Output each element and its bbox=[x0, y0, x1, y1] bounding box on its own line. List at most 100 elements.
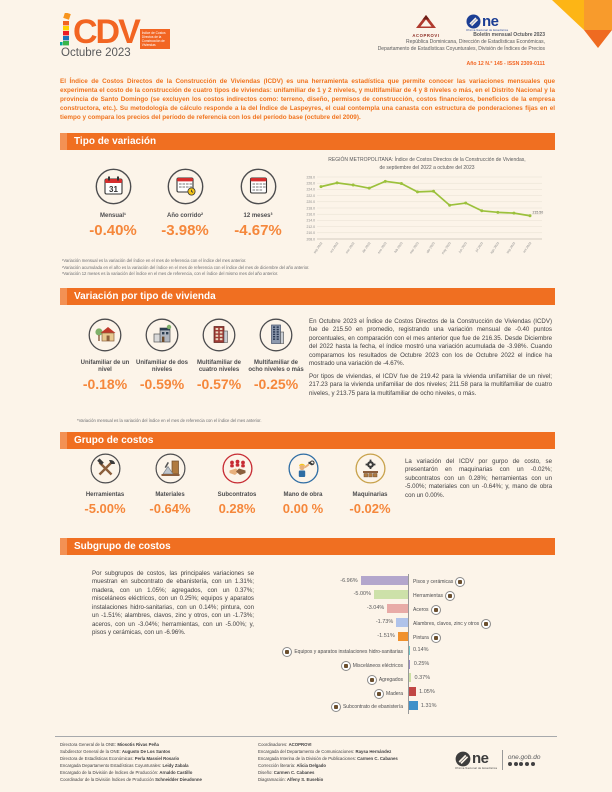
bar-category-text: Herramientas bbox=[413, 593, 444, 600]
credit-name: Perla Massiel Rosario bbox=[134, 755, 180, 761]
bar-category-label: Agregados bbox=[366, 674, 403, 685]
one-logo-text: ne bbox=[482, 13, 499, 30]
bar-category-label: Misceláneos eléctricos bbox=[340, 660, 403, 671]
svg-text:ene 2023: ene 2023 bbox=[377, 241, 388, 254]
svg-text:oct 2022: oct 2022 bbox=[329, 241, 339, 253]
footer-logo-divider bbox=[502, 750, 503, 770]
svg-text:sep 2023: sep 2023 bbox=[505, 241, 516, 254]
stat-subcontratos: Subcontratos 0.28% bbox=[206, 453, 268, 516]
credit-line: Directora General de la ONE: Miosotis Ri… bbox=[60, 742, 255, 749]
section-bar-cap bbox=[60, 538, 67, 555]
icdv-logo: CDV Índice de Costos Directos de la Cons… bbox=[60, 13, 170, 49]
stat-multifamiliar-4: Multifamiliar de cuatro niveles -0.57% bbox=[191, 318, 247, 392]
svg-text:may 2023: may 2023 bbox=[441, 241, 452, 255]
svg-text:mar 2023: mar 2023 bbox=[409, 241, 420, 255]
herramientas-icon bbox=[445, 591, 456, 602]
stat-mano-de-obra: Mano de obra 0.00 % bbox=[272, 453, 334, 516]
icdv-logo-caption: Índice de Costos Directos de la Construc… bbox=[139, 29, 170, 49]
footer-credits-left: Directora General de la ONE: Miosotis Ri… bbox=[60, 742, 255, 784]
svg-text:212.0: 212.0 bbox=[307, 225, 316, 229]
credit-line: Diseño: Carmen C. Cabanes bbox=[258, 770, 433, 777]
stat-label: Año corrido² bbox=[167, 213, 203, 219]
subgrupo-bar-chart: -6.96% Pisos y cerámicas -5.00% Herramienta… bbox=[282, 572, 563, 717]
section-bar-cap bbox=[60, 288, 67, 305]
stat-maquinarias: Maquinarias -0.02% bbox=[339, 453, 401, 516]
footer-divider bbox=[55, 736, 557, 737]
linkedin-icon bbox=[530, 762, 535, 767]
calendar-12m-icon bbox=[240, 168, 276, 205]
svg-text:feb 2023: feb 2023 bbox=[393, 241, 404, 254]
bar-category-text: Madera bbox=[386, 690, 403, 697]
bar-category-label: Subcontrato de ebanistería bbox=[330, 702, 403, 713]
stat-label: Unifamiliar de dos niveles bbox=[135, 360, 188, 374]
pintura-icon bbox=[430, 632, 441, 643]
agregados-icon bbox=[366, 674, 377, 685]
svg-text:nov 2022: nov 2022 bbox=[345, 241, 356, 254]
bar-segment bbox=[408, 645, 410, 655]
youtube-icon bbox=[524, 762, 530, 767]
stat-value: -0.57% bbox=[196, 376, 242, 393]
stat-value: -0.18% bbox=[82, 376, 128, 393]
line-chart-title: REGIÓN METROPOLITANA: Índice de Costos D… bbox=[328, 157, 526, 163]
bar-category-text: Equipos y aparatos instalaciones hidro-s… bbox=[294, 648, 403, 655]
bar-value-label: 1.31% bbox=[420, 702, 437, 709]
instagram-icon bbox=[519, 762, 524, 767]
bar-value-label: 1.05% bbox=[419, 688, 435, 695]
credit-line: Subdirector General de la ONE: Augusto D… bbox=[60, 749, 255, 756]
credit-role: Directora General de la ONE: bbox=[60, 742, 118, 747]
bar-segment bbox=[396, 617, 408, 627]
credit-name: Schneidder Dieudonne bbox=[155, 776, 202, 782]
stat-unifamiliar-2: Unifamiliar de dos niveles -0.59% bbox=[134, 318, 190, 392]
stat-12-meses: 12 meses³ -4.67% bbox=[225, 168, 291, 239]
building-eight-levels-icon bbox=[259, 318, 293, 352]
svg-text:216.0: 216.0 bbox=[307, 213, 316, 217]
svg-text:226.0: 226.0 bbox=[307, 182, 316, 186]
bar-category-label: Alambres, clavos, zinc y otros bbox=[413, 619, 492, 630]
section-bar-cap bbox=[60, 432, 67, 449]
section-grupo-title: Grupo de costos bbox=[74, 435, 154, 446]
stat-value: -4.67% bbox=[234, 222, 282, 240]
bar-category-text: Misceláneos eléctricos bbox=[352, 662, 403, 669]
one-circle-icon bbox=[455, 751, 471, 766]
stat-unifamiliar-1: Unifamiliar de un nivel -0.18% bbox=[77, 318, 133, 392]
section-tipo-title: Tipo de variación bbox=[74, 136, 157, 147]
acoprovi-label: ACOPROVI bbox=[412, 33, 440, 38]
stat-label: Multifamiliar de ocho niveles o más bbox=[248, 360, 304, 374]
bar-category-label: Herramientas bbox=[413, 591, 456, 602]
grupo-paragraph: La variación del ICDV por gurpo de costo… bbox=[405, 458, 552, 499]
bar-category-text: Subcontrato de ebanistería bbox=[342, 704, 403, 711]
credit-name: Carmen C. Cabanes bbox=[273, 769, 315, 775]
machinery-icon bbox=[354, 453, 386, 484]
section-grupo-costos: Grupo de costos bbox=[60, 432, 555, 449]
bar-category-text: Aceros bbox=[413, 607, 429, 614]
stat-value: -5.00% bbox=[84, 501, 126, 517]
bar-row: -1.73% Alambres, clavos, zinc y otros bbox=[298, 616, 563, 630]
stat-ano-corrido: Año corrido² -3.98% bbox=[152, 168, 218, 239]
stat-label: Herramientas bbox=[85, 492, 125, 498]
stat-value: -0.64% bbox=[149, 501, 191, 517]
bulletin-line2: República Dominicana, Dirección de Estad… bbox=[406, 38, 545, 45]
bar-value-label: -1.73% bbox=[375, 619, 394, 626]
svg-text:208.0: 208.0 bbox=[307, 237, 316, 241]
house-two-levels-icon bbox=[145, 318, 179, 352]
bar-row: 1.31% Subcontrato de ebanistería bbox=[298, 699, 563, 713]
bar-segment bbox=[374, 590, 408, 600]
credit-name: Miosotis Rivas Peña bbox=[117, 742, 159, 747]
materials-icon bbox=[155, 453, 185, 484]
credit-role: Coordinadores: bbox=[258, 742, 289, 747]
svg-text:222.0: 222.0 bbox=[307, 194, 316, 198]
svg-text:jun 2023: jun 2023 bbox=[457, 241, 468, 254]
bar-category-text: Pintura bbox=[413, 634, 429, 641]
stat-label: Materiales bbox=[155, 492, 185, 498]
credit-line: Coordinador de la División Índices de Pr… bbox=[60, 777, 255, 784]
bar-row: -6.96% Pisos y cerámicas bbox=[298, 574, 563, 588]
bar-value-label: -3.04% bbox=[366, 605, 385, 612]
one-circle-icon bbox=[466, 14, 481, 29]
edition-label: Octubre 2023 bbox=[61, 47, 131, 59]
svg-text:228.0: 228.0 bbox=[307, 175, 316, 179]
stat-multifamiliar-8: Multifamiliar de ocho niveles o más -0.2… bbox=[248, 318, 304, 392]
svg-text:sep 2022: sep 2022 bbox=[313, 241, 324, 254]
bar-value-label: 0.14% bbox=[412, 647, 429, 654]
icdv-logo-i-icon bbox=[60, 13, 71, 46]
